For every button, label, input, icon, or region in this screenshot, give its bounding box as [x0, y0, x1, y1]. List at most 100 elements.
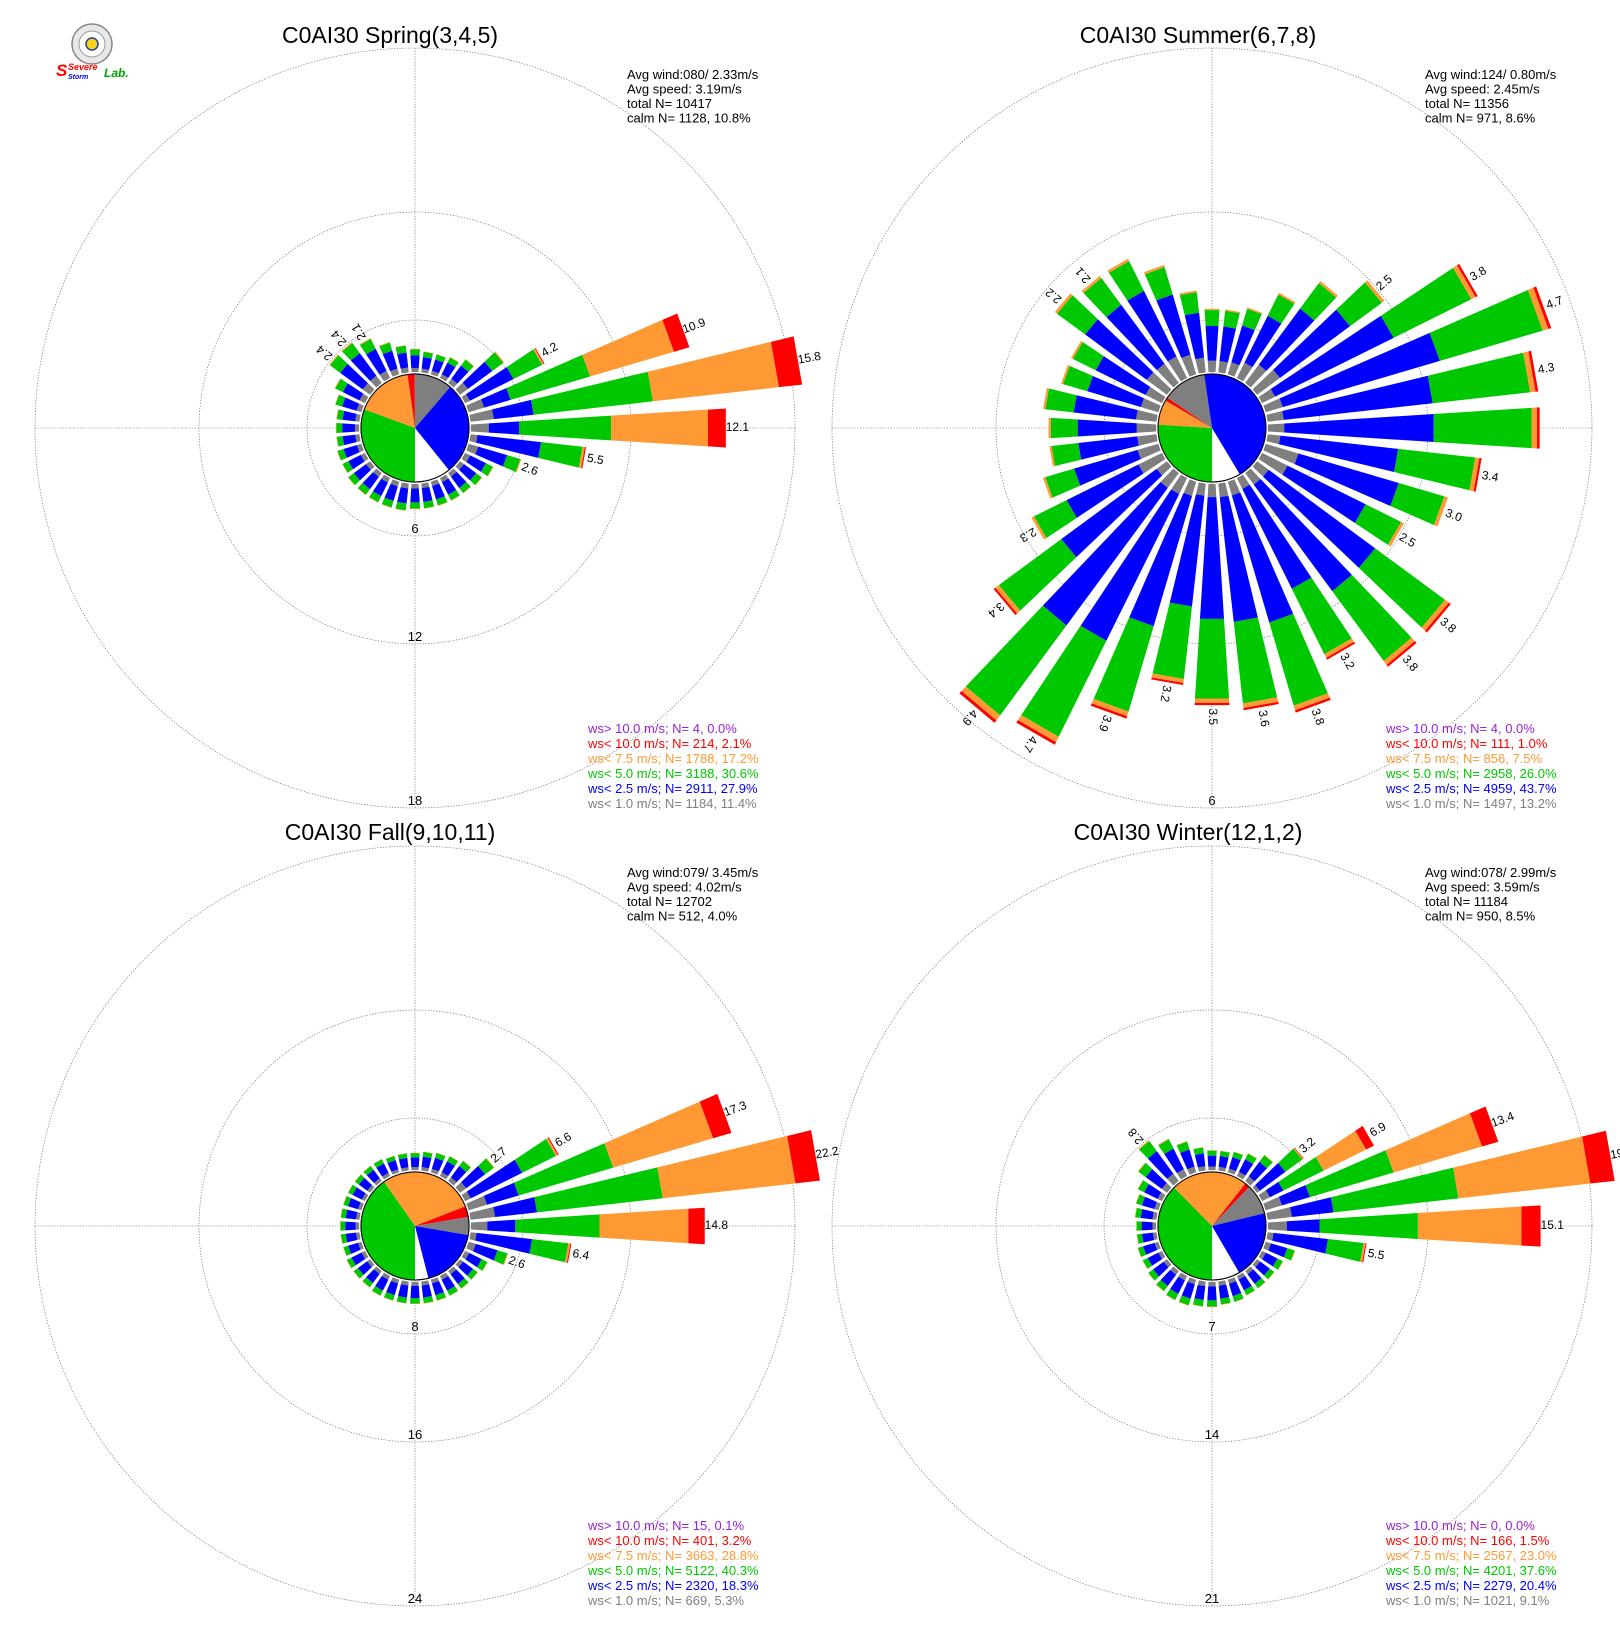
bar-value-label: 2.1	[1072, 264, 1094, 286]
bar-segment-lt1	[1218, 361, 1228, 374]
bar-segment-lt5	[1354, 504, 1402, 545]
bar-segment-lt25	[1087, 375, 1144, 408]
bar-segment-lt25	[432, 483, 445, 500]
wind-sector-bar	[334, 378, 369, 404]
pie-slice-lt1	[1167, 374, 1212, 428]
wind-sector-bar	[469, 336, 803, 422]
bar-segment-lt5	[1142, 1257, 1153, 1269]
bar-value-label: 3.8	[1309, 707, 1328, 728]
bar-segment-lt25	[1262, 1252, 1278, 1267]
bar-segment-lt25	[386, 1280, 399, 1296]
wind-sector-bar	[421, 351, 434, 374]
bar-segment-lt5	[1138, 1162, 1153, 1178]
bar-segment-lt5	[1232, 1293, 1244, 1302]
bar-segment-lt75	[379, 341, 390, 347]
wind-sector-bar	[1236, 1153, 1258, 1180]
bar-segment-lt25	[1141, 1221, 1153, 1231]
bar-segment-lt10	[1294, 1147, 1304, 1159]
bar-segment-lt1	[466, 1241, 476, 1252]
wind-sector-bar	[1138, 1140, 1179, 1186]
bar-segment-lt75	[1523, 351, 1536, 393]
pie-slice-lt25	[1212, 1213, 1267, 1273]
bar-segment-lt75	[1138, 1140, 1150, 1150]
bar-segment-lt1	[1245, 364, 1267, 388]
bar-segment-lt1	[1137, 443, 1161, 460]
bar-segment-lt75	[1469, 457, 1480, 492]
bar-segment-lt25	[476, 435, 542, 458]
bar-segment-lt75	[381, 503, 392, 509]
bar-segment-lt75	[995, 585, 1021, 614]
bar-segment-lt1	[1157, 1192, 1166, 1202]
bar-segment-lt1	[355, 1212, 361, 1220]
bar-segment-lt75	[450, 357, 459, 363]
pie-slice-lt10	[1165, 397, 1212, 428]
bar-segment-lt5	[410, 1153, 420, 1158]
bar-segment-lt1	[1252, 461, 1269, 477]
bar-segment-lt5	[336, 423, 343, 433]
bar-segment-lt25	[352, 1187, 366, 1200]
bar-segment-lt5	[1267, 294, 1295, 324]
bar-segment-lt75	[449, 1290, 459, 1297]
wind-sector-bar	[336, 409, 361, 422]
bar-segment-lt5	[379, 342, 393, 355]
bar-segment-lt5	[1269, 613, 1328, 706]
wind-sector-bar	[1137, 1179, 1166, 1202]
bar-segment-lt75	[657, 1135, 796, 1199]
bar-segment-lt75	[1277, 1261, 1284, 1271]
bar-segment-lt5	[1136, 1221, 1142, 1231]
bar-segment-lt75	[1225, 309, 1241, 314]
bar-segment-lt25	[1153, 1261, 1169, 1277]
bar-segment-lt10	[1528, 350, 1539, 392]
wind-sector-bar	[368, 474, 391, 503]
bar-segment-lt1	[1195, 482, 1206, 496]
bar-segment-lt10	[566, 1243, 572, 1263]
bar-segment-lt1	[1207, 483, 1217, 498]
bar-segment-lt1	[373, 1266, 382, 1275]
bar-segment-lt10	[1151, 677, 1184, 686]
bar-segment-lt5	[965, 605, 1067, 716]
bar-segment-lt75	[546, 1137, 558, 1157]
bar-segment-lt25	[1255, 1261, 1270, 1276]
bar-segment-lt1	[1252, 1259, 1261, 1268]
wind-sector-bar	[448, 359, 475, 388]
bar-segment-lt25	[451, 365, 469, 384]
wind-sector-bar	[342, 452, 369, 474]
bar-segment-lt1	[1152, 1222, 1157, 1230]
wind-sector-bar	[461, 452, 494, 477]
bar-segment-lt75	[334, 394, 340, 405]
wind-sector-bar	[1134, 1207, 1158, 1220]
bar-segment-lt75	[1142, 1260, 1148, 1270]
bar-value-label: 5.5	[1367, 1246, 1386, 1263]
stats-line: Avg speed: 2.45m/s	[1425, 82, 1540, 97]
wind-sector-bar	[448, 1160, 472, 1186]
chart-title: C0AI30 Spring(3,4,5)	[282, 22, 498, 48]
bar-segment-lt5	[1050, 417, 1078, 439]
bar-segment-lt1	[381, 474, 391, 483]
bar-segment-lt1	[1167, 356, 1188, 382]
bar-segment-lt10	[959, 691, 997, 723]
bar-segment-lt75	[578, 446, 585, 469]
bar-segment-lt5	[531, 371, 653, 415]
wind-sector-bar	[466, 443, 522, 473]
wind-sector-bar	[466, 313, 690, 413]
bar-segment-lt75	[1165, 1294, 1176, 1301]
ring-label: 6	[411, 521, 418, 536]
bar-segment-lt10	[1194, 702, 1230, 706]
bar-segment-lt5	[1045, 388, 1077, 413]
bar-segment-lt75	[436, 1297, 447, 1301]
bar-segment-lt5	[1063, 365, 1093, 392]
bar-segment-lt5	[1057, 295, 1098, 335]
bar-segment-lt75	[1247, 1153, 1258, 1159]
bar-segment-lt25	[345, 1221, 356, 1231]
wind-sector-bar	[397, 1153, 409, 1172]
bar-segment-lt75	[475, 477, 483, 486]
bar-segment-lt1	[1135, 410, 1158, 422]
bar-segment-lt5	[423, 1296, 434, 1304]
bar-segment-lt5	[1137, 1246, 1147, 1257]
bar-segment-lt1	[430, 1168, 439, 1175]
bar-segment-lt5	[1336, 282, 1382, 327]
bar-segment-lt25	[342, 423, 355, 433]
bar-segment-lt5	[1319, 1213, 1418, 1239]
legend-entry: ws> 10.0 m/s; N= 15, 0.1%	[587, 1518, 745, 1533]
bar-segment-lt1	[1208, 1166, 1216, 1171]
